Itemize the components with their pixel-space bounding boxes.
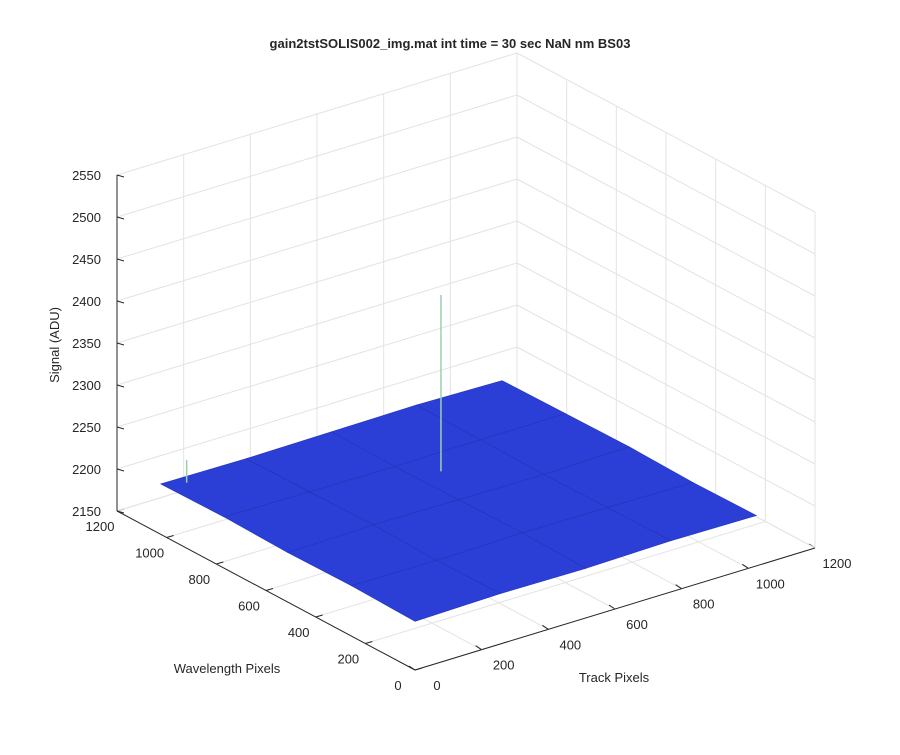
tick-mark	[365, 641, 373, 644]
tick-mark	[116, 216, 125, 220]
z-tick-label: 2500	[72, 210, 101, 225]
grid-line	[365, 521, 766, 644]
grid-line	[116, 178, 518, 302]
grid-line	[516, 94, 816, 255]
tick-mark	[315, 614, 323, 618]
y-tick-label: 400	[288, 625, 310, 640]
x-axis	[414, 547, 816, 671]
tick-mark	[116, 426, 125, 430]
tick-mark	[675, 584, 682, 590]
grid-line	[516, 220, 816, 381]
x-axis-label: Track Pixels	[579, 670, 650, 685]
tick-mark	[216, 561, 224, 565]
x-tick-label: 200	[493, 658, 515, 673]
z-tick-label: 2400	[72, 294, 101, 309]
z-tick-label: 2300	[72, 378, 101, 393]
tick-mark	[116, 384, 125, 388]
tick-mark	[166, 535, 174, 538]
grid-line	[516, 304, 816, 465]
x-tick-label: 0	[433, 678, 440, 693]
tick-mark	[116, 258, 125, 262]
y-tick-label: 200	[337, 652, 359, 667]
y-axis	[116, 510, 416, 671]
tick-mark	[475, 645, 482, 651]
x-tick-label: 1200	[823, 556, 852, 571]
chart-title: gain2tstSOLIS002_img.mat int time = 30 s…	[270, 36, 631, 51]
grid-line	[116, 52, 518, 176]
z-tick-label: 2150	[72, 504, 101, 519]
x-tick-label: 600	[626, 617, 648, 632]
x-tick-label: 800	[693, 597, 715, 612]
tick-mark	[116, 174, 125, 178]
z-tick-label: 2250	[72, 420, 101, 435]
tick-mark	[116, 468, 125, 472]
grid-line	[116, 346, 518, 470]
tick-mark	[608, 604, 616, 610]
y-tick-label: 1000	[135, 546, 164, 561]
z-tick-label: 2200	[72, 462, 101, 477]
grid-line	[516, 346, 816, 507]
tick-mark	[742, 563, 749, 569]
grid-line	[116, 304, 518, 428]
x-tick-label: 400	[559, 637, 581, 652]
grid-line	[516, 52, 816, 213]
tick-mark	[265, 588, 274, 591]
grid-line	[516, 178, 816, 339]
grid-line	[116, 94, 518, 218]
z-tick-label: 2350	[72, 336, 101, 351]
y-tick-label: 600	[238, 599, 260, 614]
z-tick-label: 2550	[72, 168, 101, 183]
grid-line	[116, 262, 518, 386]
z-axis-label: Signal (ADU)	[47, 307, 62, 383]
tick-mark	[116, 300, 125, 304]
tick-mark	[116, 342, 125, 346]
y-axis-label: Wavelength Pixels	[174, 661, 281, 676]
y-tick-label: 1200	[86, 519, 115, 534]
grid-line	[116, 220, 518, 344]
y-tick-label: 0	[394, 678, 401, 693]
grid-line	[116, 136, 518, 260]
surface-patch	[350, 560, 502, 622]
grid-line	[516, 262, 816, 423]
y-tick-label: 800	[188, 572, 210, 587]
grid-line	[516, 136, 816, 297]
x-tick-label: 1000	[756, 576, 785, 591]
z-tick-label: 2450	[72, 252, 101, 267]
tick-mark	[542, 624, 549, 630]
